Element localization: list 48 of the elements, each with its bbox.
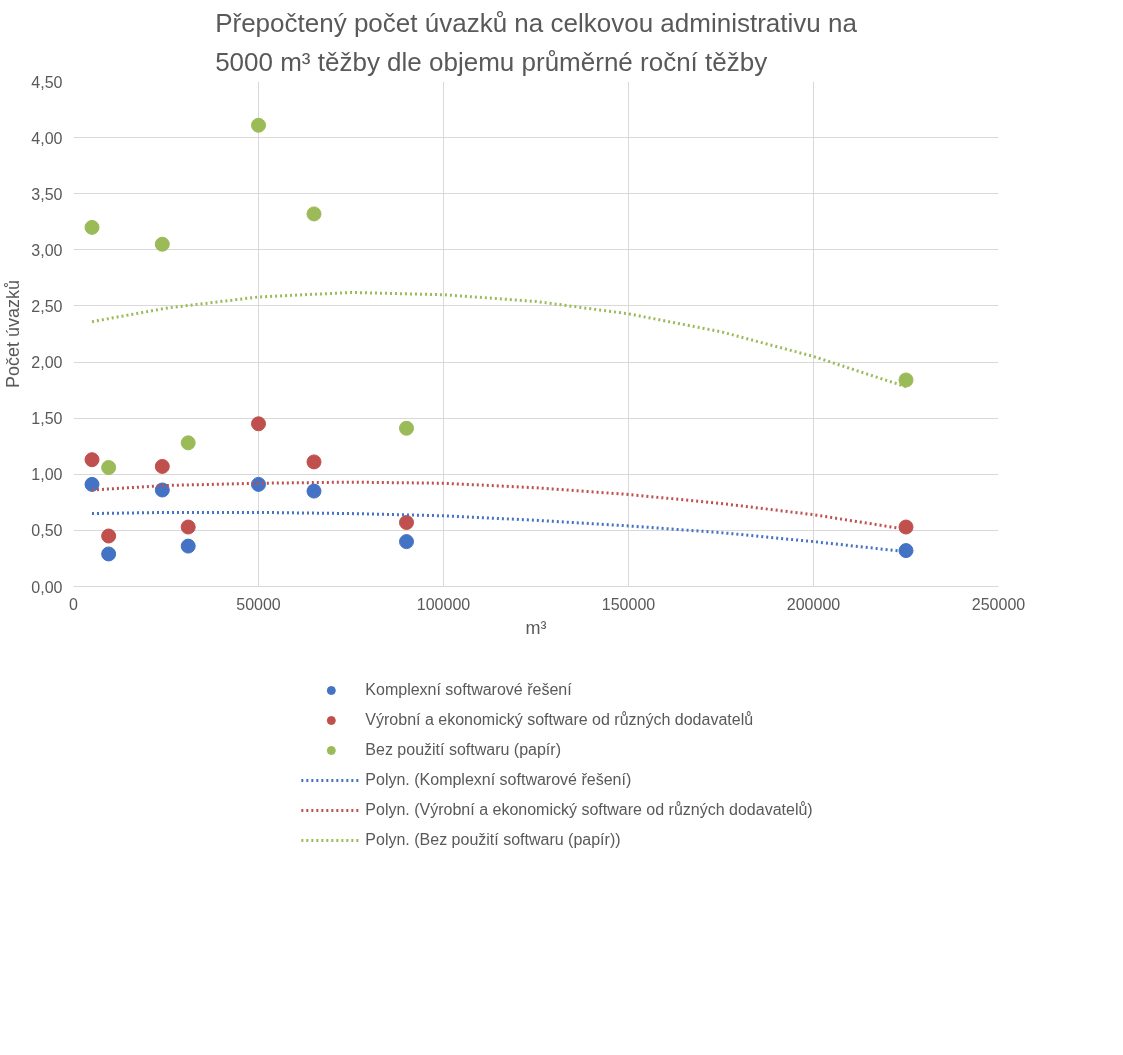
x-tick-label: 100000	[416, 595, 471, 613]
point	[84, 476, 100, 492]
point	[84, 219, 100, 235]
point	[180, 435, 196, 451]
y-tick-label: 3,00	[31, 241, 63, 259]
x-tick-label: 150000	[601, 595, 656, 613]
point	[399, 534, 414, 550]
y-tick-label: 2,50	[31, 297, 63, 315]
legend-label: Polyn. (Bez použití softwaru (papír))	[365, 830, 621, 850]
point	[101, 546, 117, 562]
point	[180, 519, 196, 535]
point	[251, 117, 266, 133]
y-tick-label: 2,00	[31, 354, 63, 372]
y-tick-label: 0,50	[31, 522, 63, 540]
y-tick-label: 4,50	[31, 73, 63, 91]
point	[306, 454, 322, 470]
legend-label: Bez použití softwaru (papír)	[365, 740, 561, 760]
y-tick-label: 1,00	[31, 466, 63, 484]
legend-label: Polyn. (Komplexní softwarové řešení)	[365, 770, 632, 790]
x-axis-title: m³	[525, 617, 547, 638]
y-axis-title: Počet úvazků	[3, 279, 24, 389]
point	[399, 420, 414, 436]
point	[898, 372, 914, 388]
point	[154, 458, 170, 474]
point	[154, 236, 170, 252]
point	[154, 482, 170, 498]
point	[898, 543, 914, 559]
point	[180, 538, 196, 554]
x-tick-label: 200000	[786, 595, 841, 613]
chart-title: Přepočtený počet úvazků na celkovou administrativu na 5000 m³ těžby dle objemu průměrné roční těžby	[215, 7, 858, 77]
point	[306, 483, 322, 499]
point	[898, 519, 914, 535]
y-tick-label: 3,50	[31, 185, 63, 203]
y-tick-label: 4,00	[31, 129, 63, 147]
legend-label: Polyn. (Výrobní a ekonomický software od různých dodavatelů)	[365, 800, 813, 820]
point	[101, 528, 117, 544]
x-tick-label: 250000	[971, 595, 1026, 613]
legend-label: Výrobní a ekonomický software od různých dodavatelů	[365, 710, 754, 730]
point	[101, 460, 117, 476]
point	[251, 416, 266, 432]
x-tick-label: 50000	[236, 595, 281, 613]
x-tick-label: 0	[69, 595, 79, 613]
legend-label: Komplexní softwarové řešení	[365, 680, 572, 700]
y-tick-label: 1,50	[31, 410, 63, 428]
point	[84, 452, 100, 468]
point	[399, 515, 414, 531]
y-tick-label: 0,00	[31, 578, 63, 596]
point	[306, 206, 322, 222]
